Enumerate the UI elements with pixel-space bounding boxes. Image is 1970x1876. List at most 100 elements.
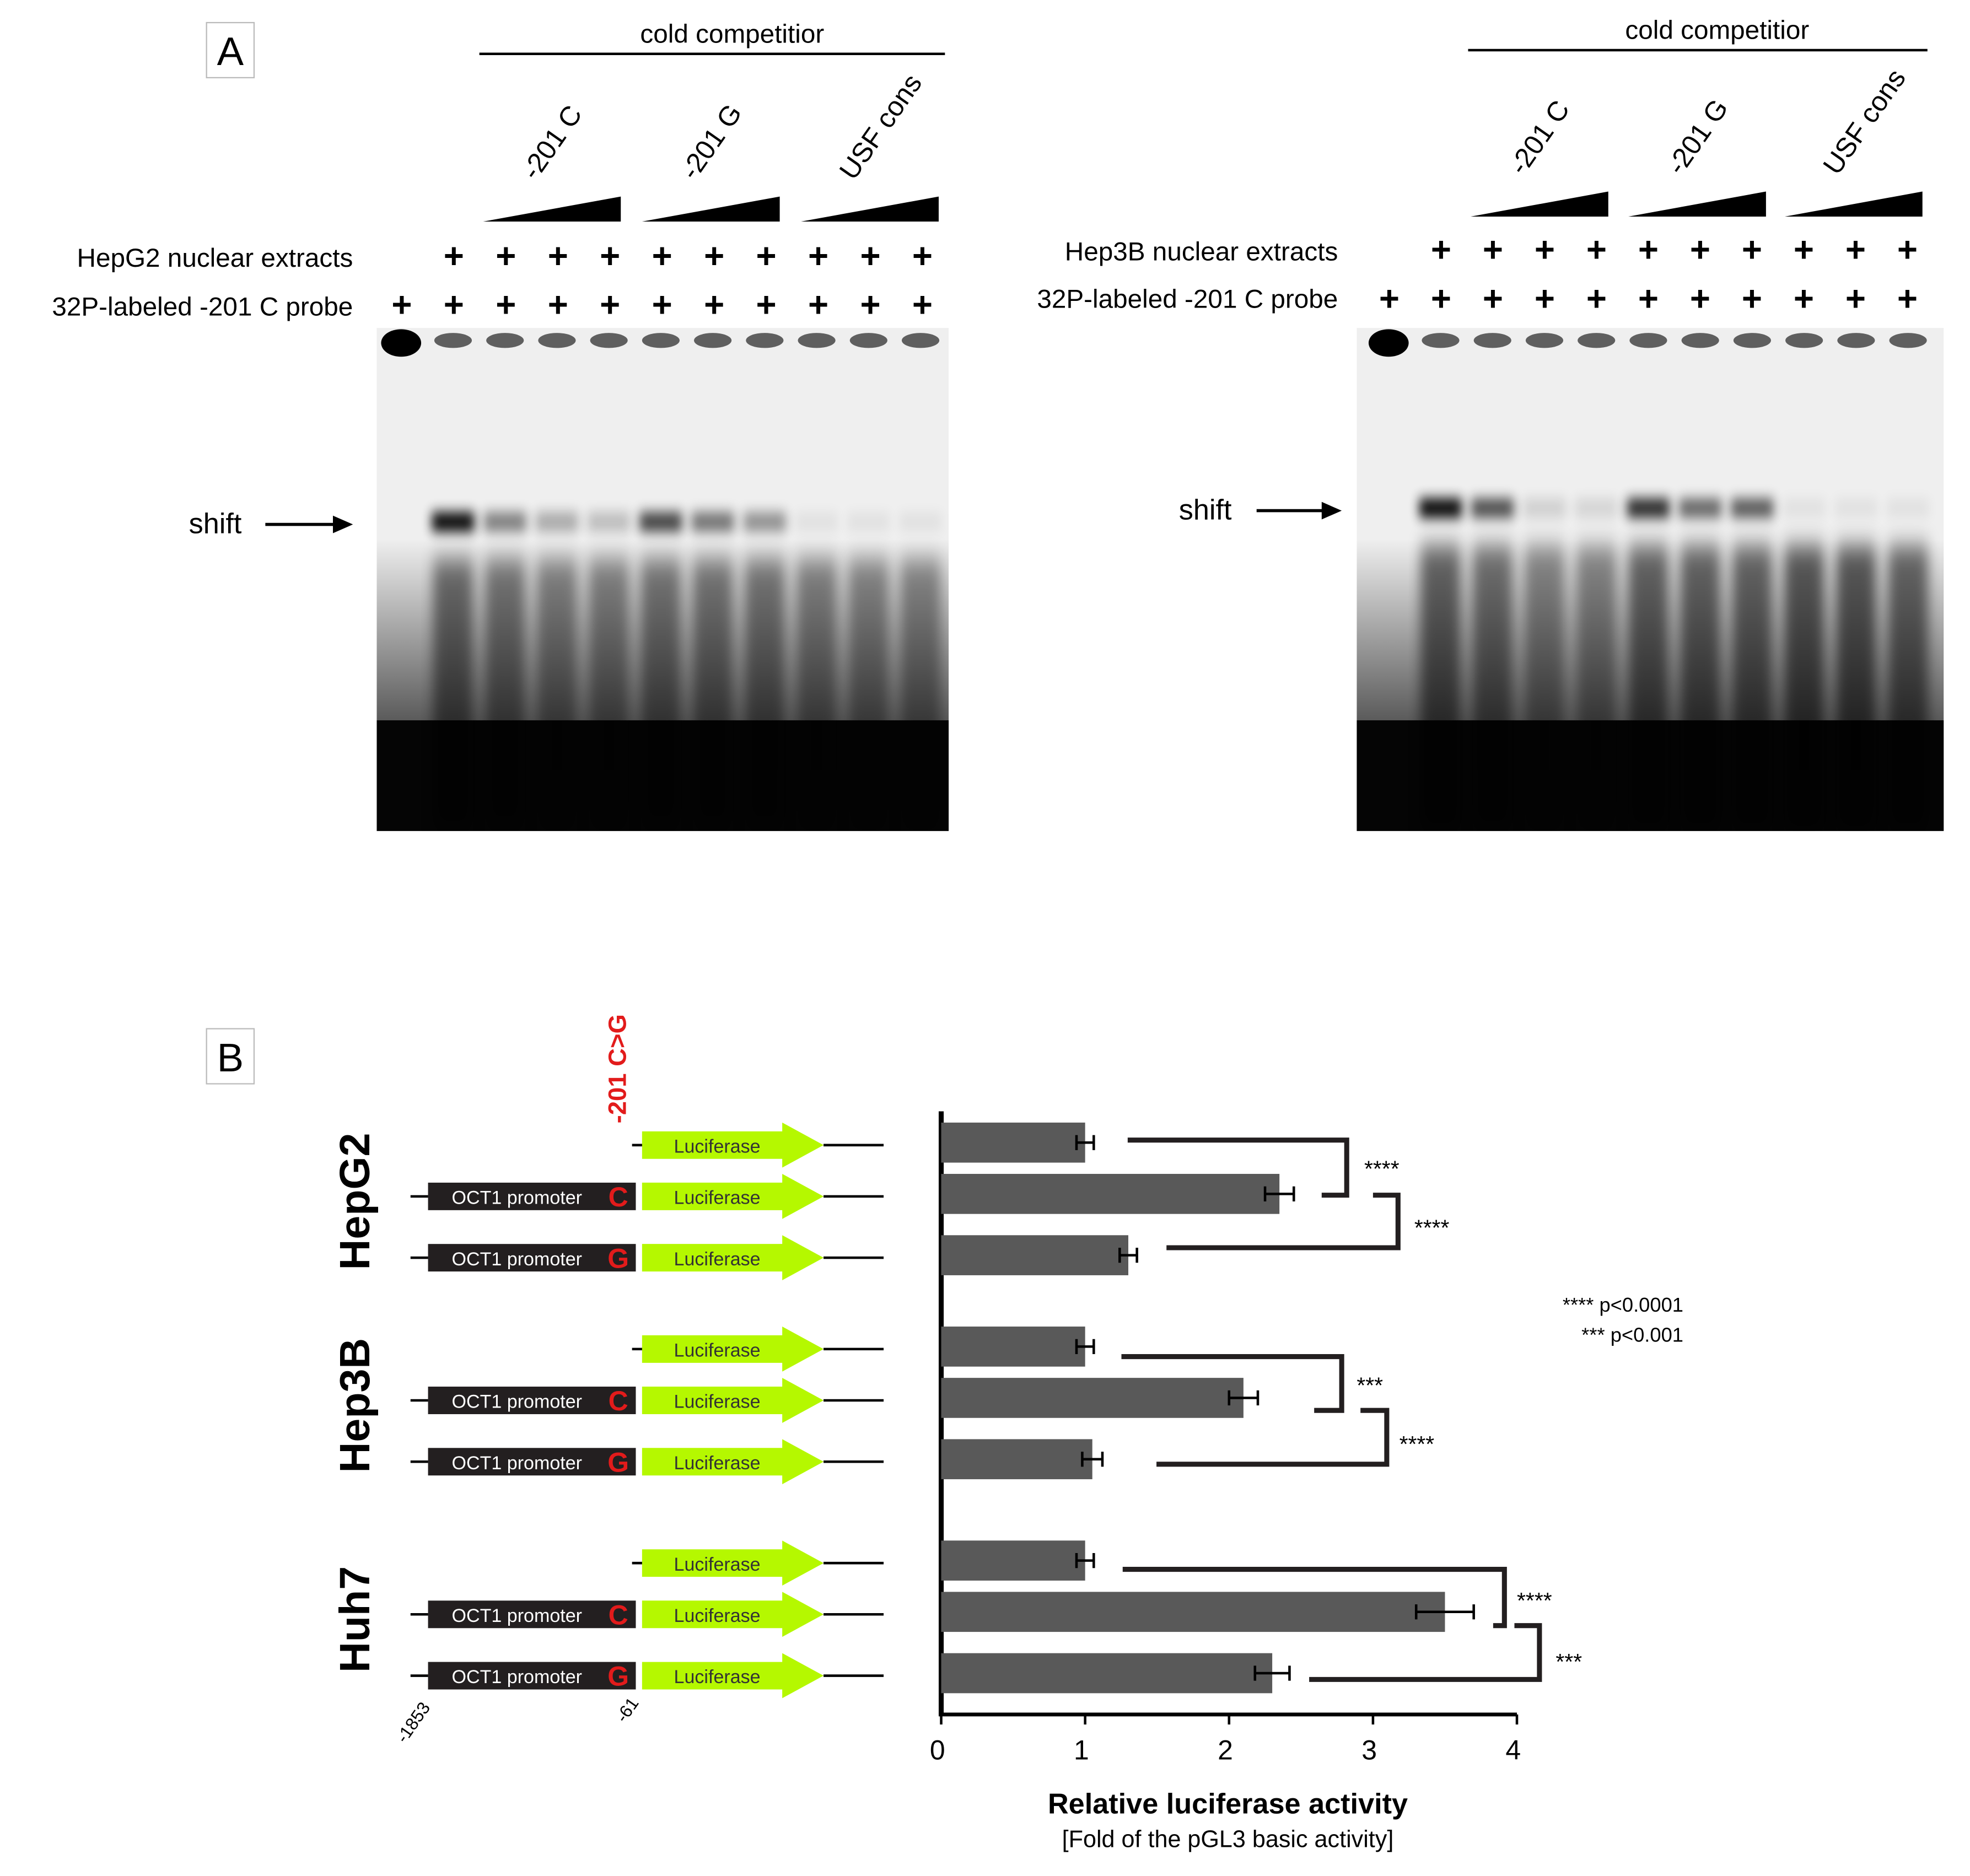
- lane-smear-right: [1628, 546, 1668, 831]
- bar: [941, 1378, 1244, 1418]
- shift-band-left: [743, 511, 786, 532]
- lane-smear-right: [1576, 546, 1617, 831]
- well-right: [1681, 333, 1719, 348]
- panel-b-label: B: [217, 1036, 244, 1080]
- cell-line-label: HepG2: [331, 1133, 379, 1270]
- lane-smear-left: [485, 559, 525, 831]
- shift-band-left: [639, 511, 682, 532]
- lane-smear-right: [1524, 546, 1565, 831]
- plus-extract-right: +: [1690, 230, 1710, 269]
- mutation-label: -201 C>G: [603, 1014, 631, 1123]
- well-left: [486, 333, 524, 348]
- plus-extract-left: +: [912, 236, 933, 276]
- shift-band-left: [691, 511, 734, 532]
- lane-smear-left: [537, 559, 577, 831]
- shift-band-left: [899, 511, 942, 532]
- lane-smear-left: [433, 559, 473, 831]
- shift-band-left: [588, 511, 631, 532]
- promoter-label: OCT1 promoter: [452, 1249, 583, 1270]
- luciferase-arrow: [642, 1327, 824, 1372]
- well-left: [642, 333, 680, 348]
- luciferase-arrow: [642, 1122, 824, 1168]
- plus-extract-right: +: [1483, 230, 1503, 269]
- luciferase-label: Luciferase: [674, 1667, 761, 1688]
- significance-bracket: [1121, 1354, 1344, 1413]
- promoter-label: OCT1 promoter: [452, 1392, 583, 1413]
- significance-stars: ***: [1357, 1372, 1383, 1398]
- extract-label-left: HepG2 nuclear extracts: [77, 244, 353, 273]
- luciferase-label: Luciferase: [674, 1605, 761, 1626]
- plus-signs-right: + + + + + + + + + + + + + + + + + + + + +: [1379, 230, 1918, 319]
- well-right: [1525, 333, 1564, 348]
- x-tick-label: 2: [1218, 1735, 1233, 1766]
- allele-letter: C: [609, 1386, 628, 1416]
- lane-smear-left: [589, 559, 629, 831]
- plus-signs-left: + + + + + + + + + + + + + + + + + + + + +: [391, 236, 933, 325]
- bar: [941, 1653, 1273, 1694]
- free-probe-well-right: [1368, 329, 1409, 357]
- plus-probe-left: +: [496, 285, 516, 325]
- plus-extract-right: +: [1431, 230, 1451, 269]
- plus-probe-right: +: [1742, 279, 1762, 318]
- sig-legend-1: **** p<0.0001: [1563, 1293, 1683, 1316]
- promoter-box: [428, 1244, 636, 1272]
- shift-band-right: [1834, 498, 1877, 519]
- lane-smear-right: [1732, 546, 1773, 831]
- sig-legend-2: *** p<0.001: [1581, 1323, 1683, 1346]
- probe-label-right: 32P-labeled -201 C probe: [1037, 285, 1338, 314]
- extract-label-right: Hep3B nuclear extracts: [1065, 237, 1338, 266]
- plus-probe-left: +: [704, 285, 724, 325]
- well-left: [434, 333, 472, 348]
- shift-band-left: [432, 511, 475, 532]
- significance-stars: ****: [1400, 1431, 1435, 1457]
- allele-letter: G: [607, 1447, 629, 1478]
- shift-band-left: [483, 511, 526, 532]
- plus-extract-right: +: [1897, 230, 1918, 269]
- well-right: [1837, 333, 1875, 348]
- plus-probe-right: +: [1794, 279, 1814, 318]
- bar: [941, 1327, 1085, 1367]
- concentration-wedge-right: [1471, 191, 1608, 217]
- allele-letter: C: [609, 1182, 628, 1212]
- probe-label-left: 32P-labeled -201 C probe: [52, 292, 353, 321]
- luciferase-arrow: [642, 1235, 824, 1281]
- plus-probe-left: +: [444, 285, 464, 325]
- well-right: [1733, 333, 1771, 348]
- luciferase-arrow: [642, 1540, 824, 1586]
- shift-arrowhead-right: [1321, 502, 1342, 520]
- plus-extract-left: +: [548, 236, 568, 276]
- lane-smear-right: [1836, 546, 1876, 831]
- plus-probe-left: +: [652, 285, 672, 325]
- lane-smear-left: [848, 559, 889, 831]
- significance-bracket: [1309, 1623, 1542, 1682]
- promoter-label: OCT1 promoter: [452, 1453, 583, 1474]
- cell-line-label: Hep3B: [331, 1338, 379, 1473]
- significance-bracket: [1127, 1138, 1349, 1198]
- x-axis-title: Relative luciferase activity: [1048, 1788, 1408, 1820]
- luciferase-label: Luciferase: [674, 1340, 761, 1361]
- promoter-label: OCT1 promoter: [452, 1605, 583, 1626]
- construct-row: OCT1 promoter C Luciferase: [410, 1378, 884, 1423]
- shift-band-left: [847, 511, 890, 532]
- plus-extract-left: +: [860, 236, 880, 276]
- bar: [941, 1540, 1085, 1581]
- concentration-wedge-left: [642, 196, 780, 222]
- plus-probe-left: +: [912, 285, 933, 325]
- allele-letter: C: [609, 1599, 628, 1630]
- construct-row: OCT1 promoter C Luciferase: [410, 1592, 884, 1637]
- plus-extract-left: +: [496, 236, 516, 276]
- shift-band-left: [535, 511, 579, 532]
- promoter-box: [428, 1387, 636, 1414]
- shift-arrowhead-left: [332, 515, 353, 533]
- significance-stars: ****: [1414, 1215, 1450, 1240]
- shift-band-right: [1419, 498, 1462, 519]
- significance-legend: **** p<0.0001 *** p<0.001: [1563, 1293, 1683, 1346]
- plus-probe-right: +: [1586, 279, 1607, 318]
- well-right: [1629, 333, 1667, 348]
- shift-label-right: shift: [1179, 494, 1232, 526]
- construct-row: OCT1 promoter G Luciferase: [410, 1653, 884, 1699]
- well-right: [1578, 333, 1616, 348]
- x-tick-label: 1: [1074, 1735, 1089, 1766]
- luciferase-label: Luciferase: [674, 1554, 761, 1575]
